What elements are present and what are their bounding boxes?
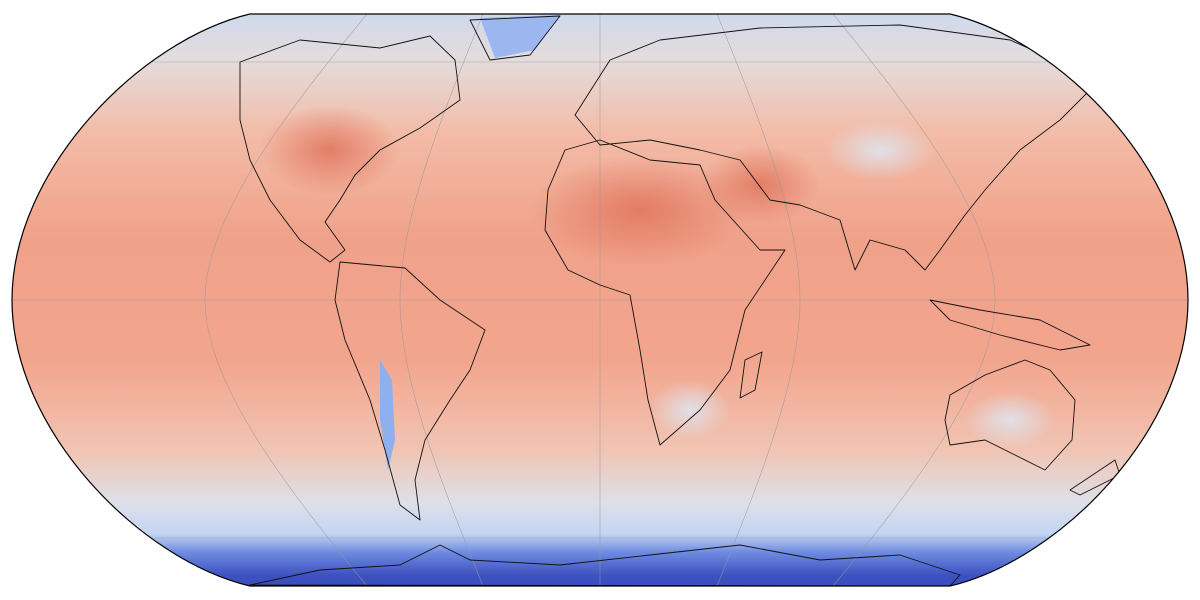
warm-region: [530, 155, 750, 265]
cool-region: [650, 380, 730, 440]
warm-region: [260, 105, 400, 195]
coastlines: [239, 15, 1121, 586]
cool-region: [965, 392, 1055, 448]
cool-region: [825, 120, 935, 180]
map-outline: [11, 13, 1189, 587]
cool-region: [380, 360, 395, 470]
warm-region: [700, 145, 820, 225]
cool-region: [480, 15, 560, 58]
